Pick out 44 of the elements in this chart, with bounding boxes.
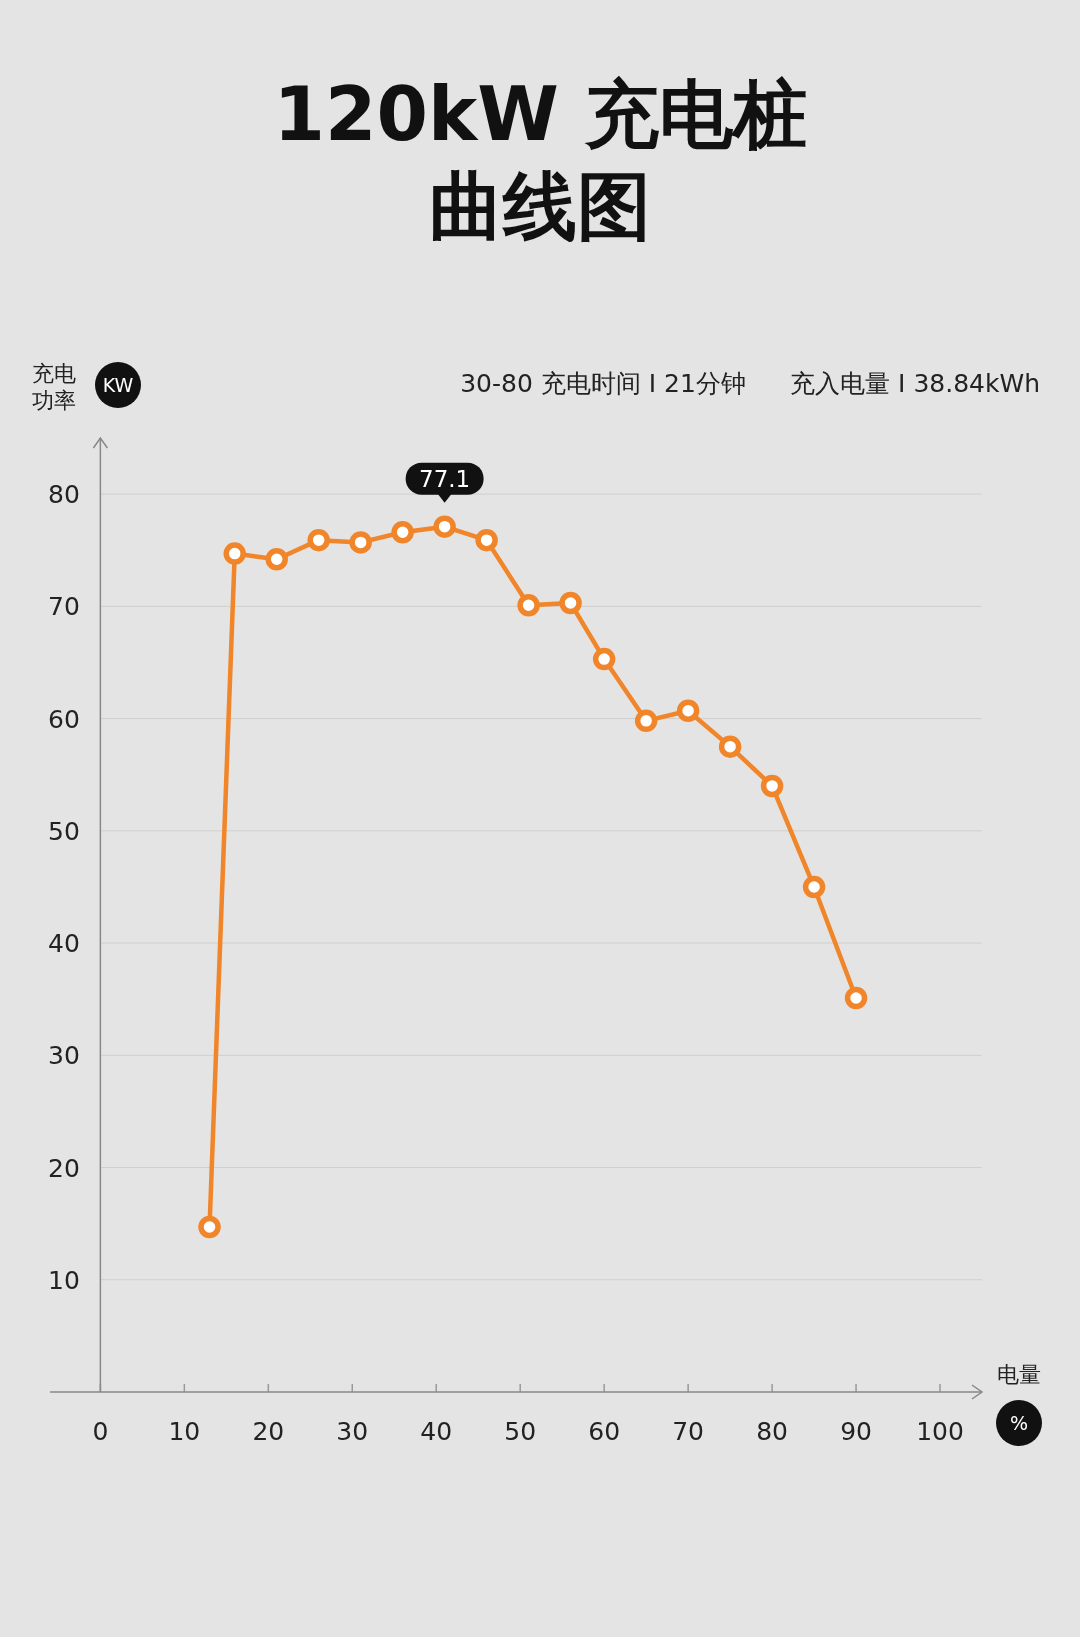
point bbox=[592, 647, 616, 671]
point bbox=[802, 875, 826, 899]
point bbox=[307, 528, 330, 552]
point bbox=[844, 986, 868, 1010]
point bbox=[475, 528, 498, 552]
point bbox=[223, 542, 246, 565]
point bbox=[349, 531, 372, 554]
x-tick-label: 10 bbox=[168, 1417, 201, 1446]
x-tick-label: 60 bbox=[588, 1417, 621, 1446]
text: 充入电量 I 38.84kWh bbox=[790, 369, 1040, 398]
point bbox=[559, 591, 582, 615]
point bbox=[718, 735, 742, 758]
annotation: 77.1 bbox=[419, 465, 471, 492]
point bbox=[433, 515, 456, 538]
point bbox=[265, 547, 288, 571]
x-tick-label: 30 bbox=[336, 1417, 369, 1446]
x-tick-label: 80 bbox=[756, 1417, 788, 1446]
y-tick-label: 80 bbox=[48, 480, 80, 510]
x-axis-title: 电量 bbox=[997, 1362, 1041, 1387]
y-axis-title: 充电功率 bbox=[32, 361, 76, 413]
y-tick-label: 30 bbox=[48, 1041, 80, 1071]
x-tick-label: 40 bbox=[420, 1417, 453, 1446]
x-tick-label: 50 bbox=[504, 1417, 537, 1446]
y-tick-label: 60 bbox=[48, 704, 80, 734]
text: % bbox=[1009, 1412, 1029, 1434]
x-tick-label: 20 bbox=[252, 1417, 285, 1446]
x-tick-label: 70 bbox=[672, 1417, 705, 1446]
chart-title: 120kW 充电桩曲线图 bbox=[273, 71, 807, 249]
x-tick-label: 100 bbox=[916, 1417, 964, 1446]
point bbox=[198, 1215, 221, 1239]
y-tick-label: 70 bbox=[48, 592, 80, 622]
y-tick-label: 10 bbox=[48, 1265, 80, 1295]
point bbox=[676, 699, 700, 722]
y-tick-label: 40 bbox=[48, 929, 80, 959]
x-tick-label: 90 bbox=[840, 1417, 872, 1446]
point bbox=[391, 521, 414, 544]
point bbox=[517, 593, 540, 617]
text: 30-80 充电时间 I 21分钟 bbox=[460, 369, 746, 398]
point bbox=[634, 709, 658, 733]
x-tick-label: 0 bbox=[92, 1417, 109, 1446]
point bbox=[760, 774, 784, 798]
y-tick-label: 50 bbox=[48, 816, 80, 846]
text: KW bbox=[102, 374, 134, 396]
y-tick-label: 20 bbox=[48, 1153, 80, 1183]
